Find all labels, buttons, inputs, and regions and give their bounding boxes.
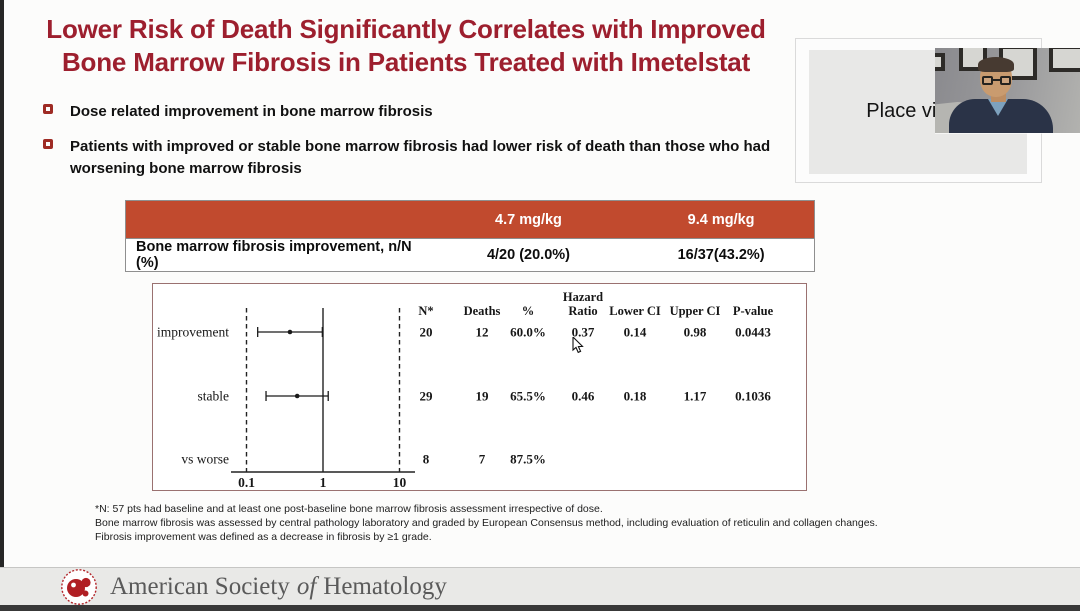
mouse-cursor — [572, 337, 584, 354]
footer-org-name: American Society of Hematology — [110, 573, 447, 601]
cell-value: 0.37 — [572, 325, 595, 340]
dose-table-cell-dose2: 16/37(43.2%) — [677, 247, 765, 263]
presenter-hair — [978, 57, 1014, 72]
dose-table-header-dose2: 9.4 mg/kg — [687, 211, 755, 228]
left-edge-bar — [0, 0, 4, 567]
cell-value: 0.98 — [684, 325, 707, 340]
glasses-lens — [982, 76, 993, 85]
footer-org-part1: American Society — [110, 572, 290, 600]
presenter-glasses — [982, 76, 1011, 86]
hr-point — [287, 329, 293, 335]
dose-table-cell-dose1: 4/20 (20.0%) — [486, 247, 570, 263]
column-header: Upper CI — [670, 304, 721, 318]
column-header: Lower CI — [609, 304, 661, 318]
cell-value: 0.14 — [624, 325, 647, 340]
column-header: % — [522, 304, 535, 318]
cell-value: 19 — [476, 389, 490, 404]
cell-value: 7 — [479, 452, 486, 467]
glasses-bridge — [993, 79, 1000, 81]
bottom-bar — [0, 605, 1080, 611]
cell-value: 65.5% — [510, 389, 546, 404]
dose-table: 4.7 mg/kg 9.4 mg/kg Bone marrow fibrosis… — [125, 200, 815, 272]
picture-frame-icon — [935, 53, 945, 71]
x-tick-label: 10 — [393, 475, 407, 490]
column-header: N* — [418, 304, 433, 318]
row-label: vs worse — [181, 452, 229, 467]
cell-value: 0.18 — [624, 389, 647, 404]
bullet-square-icon — [43, 139, 53, 149]
footnote-line: Fibrosis improvement was defined as a de… — [95, 531, 432, 543]
bullet-text: Dose related improvement in bone marrow … — [70, 103, 433, 120]
footnotes: *N: 57 pts had baseline and at least one… — [95, 502, 1000, 544]
bullet-item: Patients with improved or stable bone ma… — [43, 136, 803, 180]
row-label: stable — [198, 389, 230, 404]
footnote-line: Bone marrow fibrosis was assessed by cen… — [95, 517, 878, 529]
x-tick-label: 0.1 — [238, 475, 255, 490]
dose-table-row: Bone marrow fibrosis improvement, n/N (%… — [126, 238, 814, 271]
row-label: improvement — [157, 325, 229, 340]
cell-value: 20 — [420, 325, 433, 340]
bullet-square-icon — [43, 104, 53, 114]
bullet-item: Dose related improvement in bone marrow … — [43, 101, 803, 123]
slide-title-line2: Bone Marrow Fibrosis in Patients Treated… — [61, 47, 751, 77]
column-header: Ratio — [568, 304, 597, 318]
footer-org-part2: of — [296, 572, 317, 600]
ash-logo-icon — [61, 568, 97, 605]
slide-title-line1: Lower Risk of Death Significantly Correl… — [46, 14, 766, 44]
footer-banner: American Society of Hematology — [0, 567, 1080, 605]
cell-value: 12 — [476, 325, 489, 340]
picture-frame-icon — [1049, 48, 1080, 72]
webcam-video-feed[interactable] — [935, 48, 1080, 133]
cell-value: 29 — [420, 389, 434, 404]
cell-value: 87.5% — [510, 452, 546, 467]
dose-table-header-dose1: 4.7 mg/kg — [495, 211, 562, 228]
footnote-line: *N: 57 pts had baseline and at least one… — [95, 503, 603, 515]
cell-value: 0.1036 — [735, 389, 771, 404]
forest-plot-panel: 0.1 1 10 N* Deaths% Hazard Ratio Lower CI Upper … — [152, 283, 807, 491]
bullet-text: Patients with improved or stable bone ma… — [70, 138, 771, 177]
column-header: Deaths — [464, 304, 501, 318]
glasses-lens — [1000, 76, 1011, 85]
cell-value: 8 — [423, 452, 430, 467]
bullet-list: Dose related improvement in bone marrow … — [43, 101, 803, 193]
column-header: P-value — [733, 304, 774, 318]
dose-table-row-label: Bone marrow fibrosis improvement, n/N (%… — [136, 239, 412, 271]
cell-value: 60.0% — [510, 325, 546, 340]
x-tick-label: 1 — [320, 475, 327, 490]
footer-org-part3: Hematology — [323, 572, 447, 600]
cell-value: 0.0443 — [735, 325, 771, 340]
column-header: Hazard — [563, 290, 603, 304]
cell-value: 1.17 — [684, 389, 707, 404]
dose-table-header-row: 4.7 mg/kg 9.4 mg/kg — [126, 201, 814, 238]
cell-value: 0.46 — [572, 389, 595, 404]
hr-point — [294, 393, 300, 399]
slide-title: Lower Risk of Death Significantly Correl… — [16, 13, 796, 79]
